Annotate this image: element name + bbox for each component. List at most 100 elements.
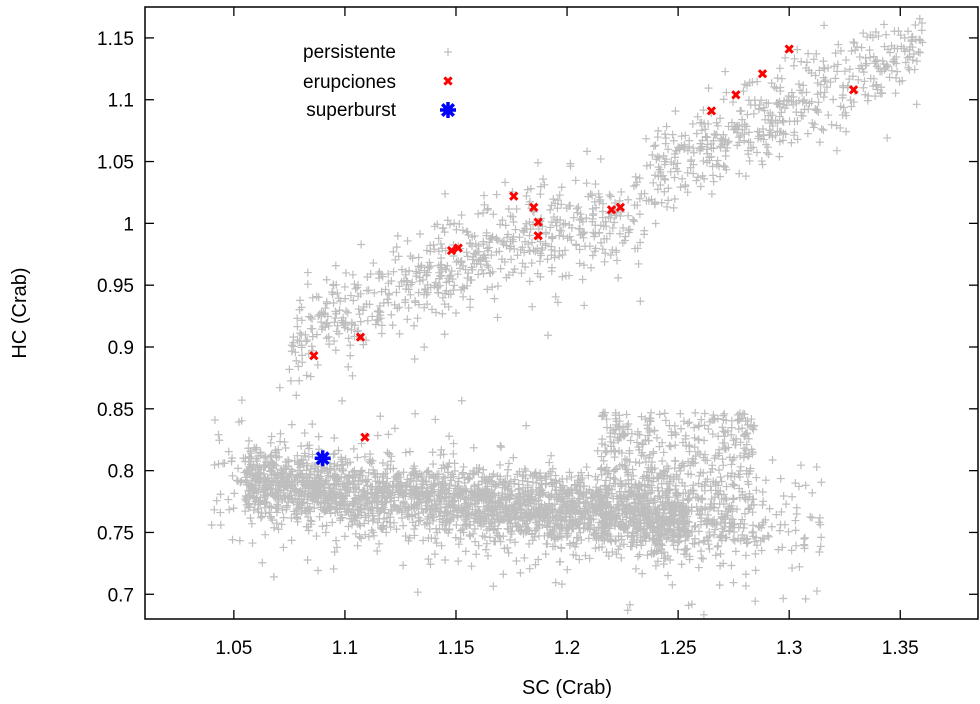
persistente-point bbox=[819, 126, 828, 135]
persistente-point bbox=[445, 432, 454, 441]
persistente-point bbox=[683, 494, 692, 503]
persistente-point bbox=[379, 470, 388, 479]
persistente-point bbox=[739, 87, 748, 96]
persistente-point bbox=[629, 215, 638, 224]
persistente-point bbox=[354, 476, 363, 485]
persistente-point bbox=[456, 535, 465, 544]
persistente-point bbox=[324, 332, 333, 341]
persistente-point bbox=[679, 496, 688, 505]
persistente-point bbox=[247, 480, 256, 489]
persistente-point bbox=[353, 541, 362, 550]
persistente-point bbox=[474, 541, 483, 550]
persistente-point bbox=[316, 503, 325, 512]
persistente-point bbox=[393, 231, 402, 240]
persistente-point bbox=[377, 329, 386, 338]
persistente-point bbox=[329, 564, 338, 573]
persistente-point bbox=[574, 203, 583, 212]
persistente-point bbox=[528, 492, 537, 501]
persistente-point bbox=[384, 482, 393, 491]
persistente-point bbox=[315, 474, 324, 483]
persistente-point bbox=[817, 533, 826, 542]
persistente-point bbox=[281, 492, 290, 501]
persistente-point bbox=[470, 499, 479, 508]
persistente-point bbox=[764, 532, 773, 541]
persistente-point bbox=[373, 431, 382, 440]
persistente-point bbox=[410, 321, 419, 330]
persistente-point bbox=[292, 505, 301, 514]
persistente-point bbox=[216, 490, 225, 499]
persistente-point bbox=[651, 219, 660, 228]
persistente-point bbox=[567, 473, 576, 482]
persistente-point bbox=[255, 496, 264, 505]
persistente-point bbox=[374, 492, 383, 501]
persistente-point bbox=[434, 288, 443, 297]
persistente-point bbox=[356, 521, 365, 530]
persistente-point bbox=[527, 238, 536, 247]
persistente-point bbox=[551, 485, 560, 494]
persistente-point bbox=[227, 457, 236, 466]
persistente-point bbox=[302, 466, 311, 475]
persistente-point bbox=[533, 158, 542, 167]
persistente-point bbox=[459, 292, 468, 301]
persistente-point bbox=[721, 494, 730, 503]
persistente-point bbox=[215, 436, 224, 445]
persistente-point bbox=[517, 269, 526, 278]
persistente-point bbox=[323, 499, 332, 508]
persistente-point bbox=[859, 29, 868, 38]
persistente-point bbox=[694, 563, 703, 572]
persistente-point bbox=[284, 481, 293, 490]
persistente-point bbox=[244, 457, 253, 466]
persistente-point bbox=[335, 501, 344, 510]
persistente-point bbox=[439, 481, 448, 490]
persistente-point bbox=[251, 445, 260, 454]
persistente-point bbox=[330, 462, 339, 471]
persistente-point bbox=[441, 556, 450, 565]
persistente-point bbox=[612, 550, 621, 559]
persistente-point bbox=[633, 552, 642, 561]
persistente-point bbox=[409, 470, 418, 479]
persistente-point bbox=[757, 157, 766, 166]
persistente-point bbox=[461, 492, 470, 501]
persistente-point bbox=[516, 568, 525, 577]
persistente-point bbox=[537, 251, 546, 260]
persistente-point bbox=[340, 282, 349, 291]
persistente-point bbox=[555, 507, 564, 516]
persistente-point bbox=[452, 521, 461, 530]
persistente-point bbox=[696, 182, 705, 191]
persistente-point bbox=[332, 536, 341, 545]
persistente-point bbox=[417, 497, 426, 506]
persistente-point bbox=[838, 81, 847, 90]
persistente-point bbox=[651, 141, 660, 150]
persistente-point bbox=[487, 497, 496, 506]
persistente-point bbox=[601, 476, 610, 485]
persistente-point bbox=[541, 550, 550, 559]
persistente-point bbox=[313, 467, 322, 476]
persistente-point bbox=[570, 481, 579, 490]
persistente-point bbox=[670, 195, 679, 204]
persistente-point bbox=[719, 427, 728, 436]
persistente-point bbox=[555, 532, 564, 541]
persistente-point bbox=[375, 507, 384, 516]
persistente-point bbox=[272, 451, 281, 460]
persistente-point bbox=[465, 530, 474, 539]
persistente-point bbox=[575, 259, 584, 268]
persistente-point bbox=[631, 172, 640, 181]
persistente-point bbox=[815, 138, 824, 147]
persistente-point bbox=[521, 488, 530, 497]
persistente-point bbox=[777, 507, 786, 516]
persistente-point bbox=[619, 540, 628, 549]
persistente-point bbox=[777, 108, 786, 117]
persistente-point bbox=[385, 290, 394, 299]
persistente-point bbox=[579, 261, 588, 270]
persistente-point bbox=[492, 190, 501, 199]
persistente-point bbox=[550, 535, 559, 544]
persistente-point bbox=[370, 470, 379, 479]
persistente-point bbox=[465, 303, 474, 312]
persistente-point bbox=[469, 443, 478, 452]
persistente-point bbox=[322, 275, 331, 284]
persistente-point bbox=[458, 468, 467, 477]
persistente-point bbox=[827, 120, 836, 129]
persistente-point bbox=[416, 229, 425, 238]
persistente-point bbox=[596, 485, 605, 494]
persistente-point bbox=[638, 569, 647, 578]
